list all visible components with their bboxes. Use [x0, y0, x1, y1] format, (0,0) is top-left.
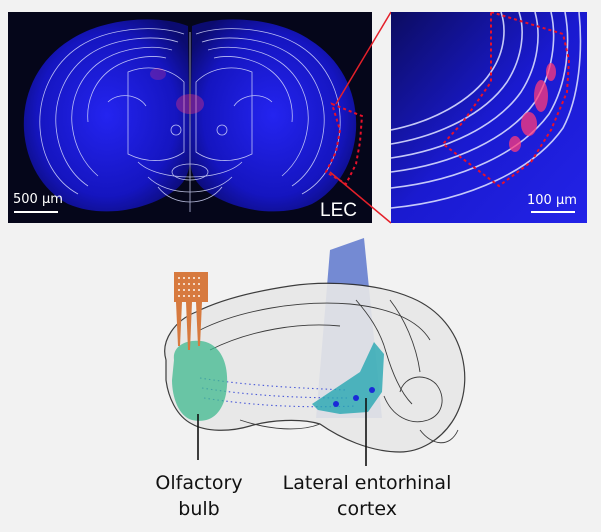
left-hemisphere: [23, 19, 190, 212]
right-hemisphere: [190, 19, 357, 212]
scale-label-100um: 100 µm: [527, 193, 577, 208]
cell-dot: [333, 401, 339, 407]
electrode-array: [174, 272, 208, 350]
zoom-dashed-region: [441, 12, 571, 188]
lec-label-line1: Lateral entorhinal: [282, 472, 452, 494]
cell-dot: [353, 395, 359, 401]
lec-label: LEC: [320, 200, 357, 221]
zoomed-lec-drawing: [391, 12, 587, 223]
layer-contours: [391, 12, 582, 209]
coronal-section-drawing: [14, 19, 364, 213]
neuron-signal: [509, 63, 556, 152]
olfactory-label-line2: bulb: [178, 498, 220, 520]
olfactory-bulb-label: Olfactory bulb: [134, 470, 264, 522]
connector-bottom: [329, 171, 392, 224]
zoomed-lec-image: 100 µm: [391, 12, 587, 223]
lec-diagram-label: Lateral entorhinal cortex: [262, 470, 472, 522]
lec-region: [312, 342, 384, 414]
cell-dot: [369, 387, 375, 393]
olfactory-bulb-region: [172, 340, 228, 421]
cortical-signal: [150, 68, 166, 80]
lec-dashed-region: [324, 102, 364, 186]
scale-label-500um: 500 µm: [13, 192, 63, 207]
coronal-section-image: 500 µm LEC: [8, 12, 372, 223]
olfactory-label-line1: Olfactory: [155, 472, 243, 494]
zoom-tissue: [391, 12, 587, 223]
lec-label-line2: cortex: [337, 498, 397, 520]
connector-top: [335, 11, 392, 105]
brain-outline: [164, 282, 466, 453]
midline-signal: [176, 94, 204, 114]
brain-contours: [199, 299, 459, 444]
